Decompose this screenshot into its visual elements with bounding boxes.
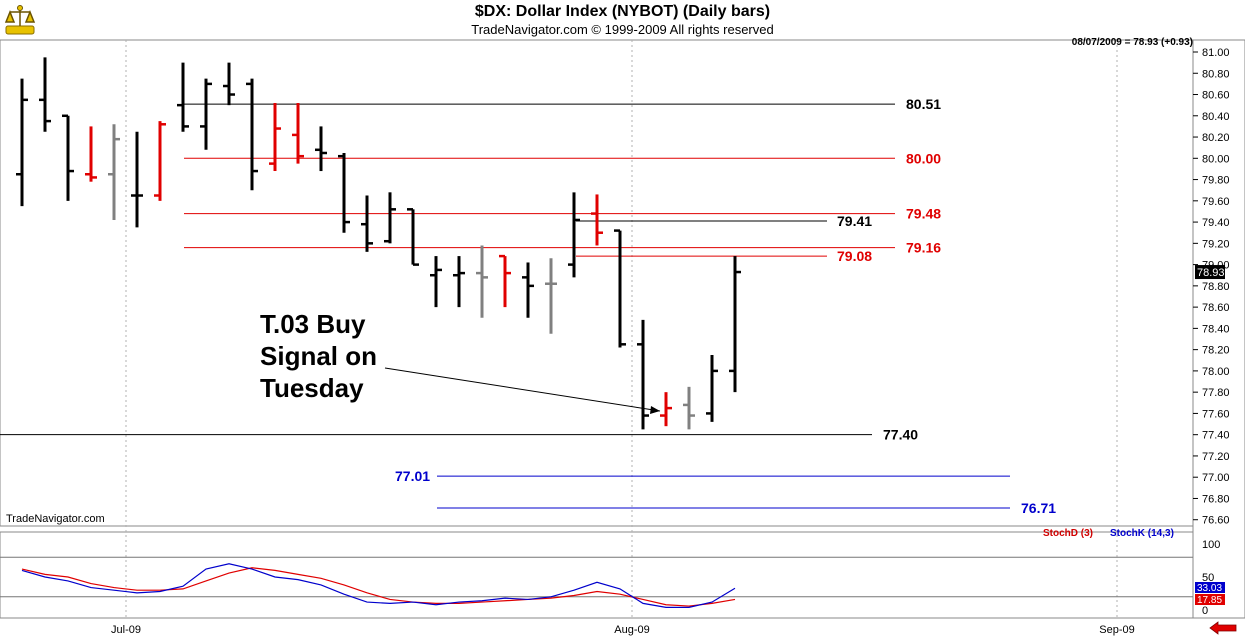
buy-signal-annotation: T.03 Buy Signal on Tuesday (260, 308, 377, 404)
stoch-tick-label: 50 (1202, 572, 1214, 584)
y-tick-label: 78.60 (1202, 302, 1230, 314)
level-label: 79.08 (837, 248, 872, 264)
stoch-d-line (21, 567, 736, 607)
x-tick-label: Sep-09 (1099, 624, 1134, 636)
y-tick-label: 78.00 (1202, 366, 1230, 378)
y-tick-label: 78.40 (1202, 323, 1230, 335)
price-axis-pane (1192, 39, 1245, 619)
y-tick-label: 76.80 (1202, 493, 1230, 505)
level-label: 79.41 (837, 213, 872, 229)
y-tick-label: 78.20 (1202, 345, 1230, 357)
y-tick-label: 77.40 (1202, 430, 1230, 442)
y-tick-label: 80.40 (1202, 111, 1230, 123)
stoch-k-line (21, 563, 736, 608)
chart-title: $DX: Dollar Index (NYBOT) (Daily bars) (474, 3, 771, 20)
stoch-d-value: 17.85 (1197, 595, 1222, 606)
annotation-line: Tuesday (260, 373, 364, 403)
y-tick-label: 77.00 (1202, 472, 1230, 484)
y-tick-label: 77.20 (1202, 451, 1230, 463)
current-price-box (1195, 265, 1225, 280)
stoch-d-value-box (1195, 594, 1225, 605)
x-tick-label: Jul-09 (111, 624, 141, 636)
trade-navigator-logo-icon (4, 5, 36, 35)
y-tick-label: 77.80 (1202, 387, 1230, 399)
annotation-line: T.03 Buy (260, 309, 366, 339)
level-label: 79.48 (906, 206, 941, 222)
y-tick-label: 80.80 (1202, 68, 1230, 80)
level-label: 77.01 (395, 468, 430, 484)
watermark: TradeNavigator.com (6, 513, 105, 525)
y-tick-label: 80.00 (1202, 153, 1230, 165)
stoch-k-value: 33.03 (1197, 583, 1222, 594)
scroll-left-arrow-icon[interactable] (1209, 621, 1237, 635)
y-tick-label: 81.00 (1202, 47, 1230, 59)
y-tick-label: 80.60 (1202, 90, 1230, 102)
y-tick-label: 80.20 (1202, 132, 1230, 144)
annotation-line: Signal on (260, 341, 377, 371)
chart-subtitle: TradeNavigator.com © 1999-2009 All right… (471, 22, 774, 37)
y-tick-label: 79.20 (1202, 238, 1230, 250)
stoch-k-value-box (1195, 582, 1225, 593)
level-label: 80.51 (906, 96, 941, 112)
stoch-k-legend: StochK (14,3) (1110, 528, 1174, 539)
y-tick-label: 77.60 (1202, 408, 1230, 420)
stoch-tick-label: 100 (1202, 539, 1220, 551)
current-price-label: 78.93 (1197, 267, 1225, 279)
annotation-arrow (384, 367, 661, 412)
last-price-readout: 08/07/2009 = 78.93 (+0.93) (1071, 37, 1193, 48)
y-tick-label: 78.80 (1202, 281, 1230, 293)
level-label: 77.40 (883, 427, 918, 443)
stoch-tick-label: 0 (1202, 605, 1208, 617)
stochastic-pane (0, 531, 1194, 619)
annotation-arrowhead (650, 406, 660, 414)
y-tick-label: 76.60 (1202, 515, 1230, 527)
y-tick-label: 79.60 (1202, 196, 1230, 208)
stoch-d-legend: StochD (3) (1043, 528, 1093, 539)
level-label: 76.71 (1021, 500, 1056, 516)
y-tick-label: 79.40 (1202, 217, 1230, 229)
level-label: 79.16 (906, 240, 941, 256)
price-pane (0, 39, 1194, 527)
x-tick-label: Aug-09 (614, 624, 649, 636)
y-tick-label: 79.80 (1202, 175, 1230, 187)
level-label: 80.00 (906, 150, 941, 166)
